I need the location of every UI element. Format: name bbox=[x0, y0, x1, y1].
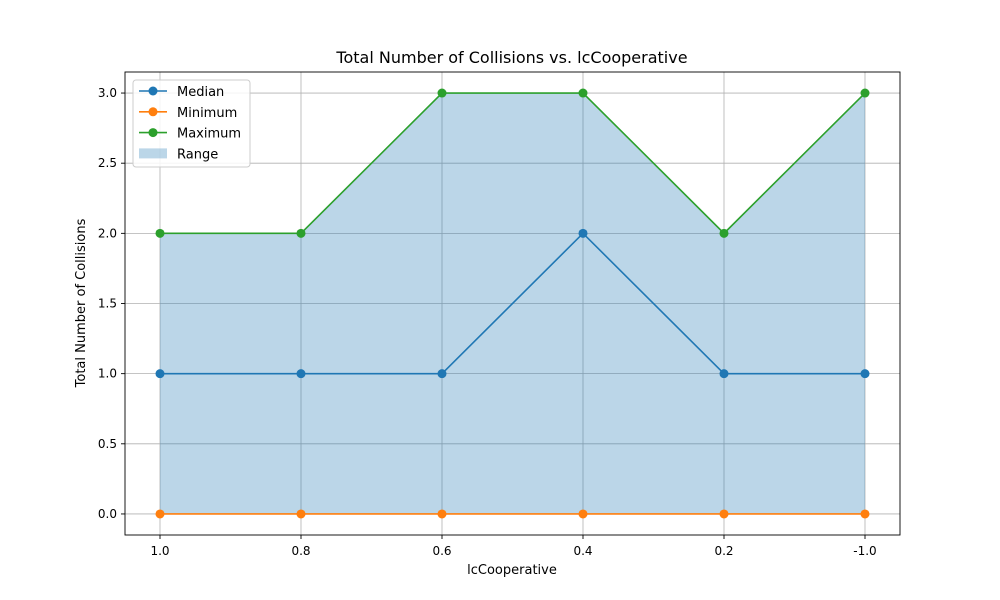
median-line bbox=[160, 232, 865, 375]
median-point bbox=[296, 369, 306, 379]
legend-maximum-marker bbox=[148, 128, 158, 138]
legend-median-label: Median bbox=[177, 85, 224, 100]
minimum-point bbox=[437, 509, 447, 519]
median-point bbox=[578, 228, 588, 238]
legend-median-marker bbox=[148, 86, 158, 96]
chart-title: Total Number of Collisions vs. lcCoopera… bbox=[335, 48, 687, 67]
y-tick-label: 0.5 bbox=[98, 437, 117, 451]
maximum-point bbox=[719, 228, 729, 238]
maximum-line bbox=[160, 92, 866, 235]
x-tick-label: -1.0 bbox=[853, 544, 876, 558]
minimum-point bbox=[578, 509, 588, 519]
minimum-point bbox=[155, 509, 165, 519]
legend: Median Minimum Maximum Range bbox=[132, 79, 251, 168]
median-point bbox=[437, 369, 447, 379]
x-axis-label: lcCooperative bbox=[467, 563, 557, 578]
minimum-point bbox=[296, 509, 306, 519]
tick-labels: 1.0 0.8 0.6 0.4 0.2 -1.0 0.0 0.5 1.0 1.5 2.0 2.5 3.0 bbox=[98, 86, 877, 558]
x-tick-label: 0.4 bbox=[573, 544, 592, 558]
y-tick-label: 3.0 bbox=[98, 86, 117, 100]
y-tick-label: 2.0 bbox=[98, 226, 117, 240]
minimum-point bbox=[860, 509, 870, 519]
legend-range-label: Range bbox=[177, 147, 218, 162]
minimum-point bbox=[719, 509, 729, 519]
x-tick-label: 0.6 bbox=[432, 544, 451, 558]
axes bbox=[121, 71, 901, 539]
series-lines bbox=[155, 88, 870, 519]
y-tick-label: 2.5 bbox=[98, 156, 117, 170]
x-tick-label: 1.0 bbox=[150, 544, 169, 558]
y-tick-label: 1.5 bbox=[98, 297, 117, 311]
maximum-point bbox=[155, 228, 165, 238]
y-tick-label: 1.0 bbox=[98, 367, 117, 381]
y-axis-label: Total Number of Collisions bbox=[74, 218, 89, 388]
x-tick-label: 0.8 bbox=[291, 544, 310, 558]
maximum-point bbox=[578, 88, 588, 98]
maximum-point bbox=[296, 228, 306, 238]
legend-maximum-label: Maximum bbox=[177, 127, 241, 142]
legend-minimum-marker bbox=[148, 107, 158, 117]
maximum-point bbox=[437, 88, 447, 98]
y-tick-label: 0.0 bbox=[98, 507, 117, 521]
x-tick-label: 0.2 bbox=[714, 544, 733, 558]
maximum-point bbox=[860, 88, 870, 98]
median-point bbox=[719, 369, 729, 379]
median-point bbox=[860, 369, 870, 379]
legend-range-swatch bbox=[139, 148, 167, 159]
legend-box bbox=[132, 79, 251, 168]
median-point bbox=[155, 369, 165, 379]
legend-minimum-label: Minimum bbox=[177, 106, 237, 121]
